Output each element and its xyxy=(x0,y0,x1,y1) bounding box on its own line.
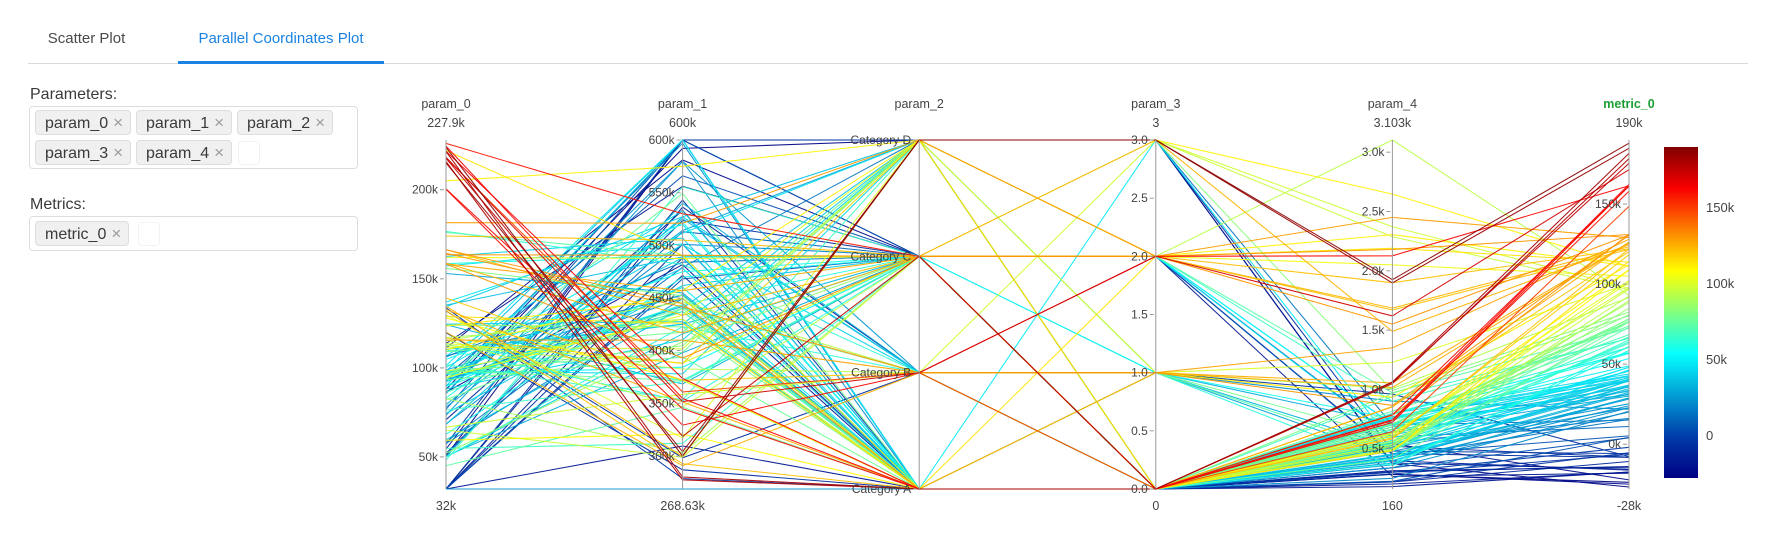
svg-text:3.0k: 3.0k xyxy=(1362,145,1386,159)
svg-text:2.0k: 2.0k xyxy=(1362,264,1386,278)
svg-text:600k: 600k xyxy=(649,133,676,147)
svg-text:param_3: param_3 xyxy=(1131,97,1180,111)
svg-text:100k: 100k xyxy=(1706,276,1735,291)
svg-text:50k: 50k xyxy=(419,450,439,464)
svg-text:227.9k: 227.9k xyxy=(427,116,465,130)
svg-text:50k: 50k xyxy=(1602,357,1622,371)
svg-text:450k: 450k xyxy=(649,291,676,305)
svg-text:1.5: 1.5 xyxy=(1131,308,1148,322)
svg-text:50k: 50k xyxy=(1706,352,1727,367)
svg-text:Category A: Category A xyxy=(852,482,911,496)
svg-text:1.5k: 1.5k xyxy=(1362,323,1386,337)
svg-text:3.0: 3.0 xyxy=(1131,133,1148,147)
svg-text:param_4: param_4 xyxy=(1368,97,1417,111)
svg-text:-28k: -28k xyxy=(1617,499,1642,513)
svg-text:2.5: 2.5 xyxy=(1131,191,1148,205)
svg-text:160: 160 xyxy=(1382,499,1403,513)
svg-text:0.5: 0.5 xyxy=(1131,424,1148,438)
svg-text:param_1: param_1 xyxy=(658,97,707,111)
svg-text:268.63k: 268.63k xyxy=(660,499,705,513)
svg-text:0.5k: 0.5k xyxy=(1362,442,1386,456)
svg-text:400k: 400k xyxy=(649,344,676,358)
svg-text:150k: 150k xyxy=(412,272,439,286)
svg-text:1.0: 1.0 xyxy=(1131,366,1148,380)
svg-text:550k: 550k xyxy=(649,186,676,200)
svg-text:param_0: param_0 xyxy=(421,97,470,111)
svg-text:300k: 300k xyxy=(649,449,676,463)
svg-text:3.103k: 3.103k xyxy=(1374,116,1412,130)
svg-text:metric_0: metric_0 xyxy=(1603,97,1654,111)
svg-text:150k: 150k xyxy=(1706,200,1735,215)
svg-text:32k: 32k xyxy=(436,499,457,513)
svg-text:0.0: 0.0 xyxy=(1131,482,1148,496)
svg-text:3: 3 xyxy=(1152,116,1159,130)
svg-text:100k: 100k xyxy=(412,361,439,375)
svg-text:Category C: Category C xyxy=(850,249,911,263)
svg-text:0: 0 xyxy=(1706,428,1713,443)
svg-text:0: 0 xyxy=(1152,499,1159,513)
svg-text:200k: 200k xyxy=(412,183,439,197)
svg-text:190k: 190k xyxy=(1615,116,1643,130)
svg-text:150k: 150k xyxy=(1595,197,1622,211)
svg-text:Category B: Category B xyxy=(851,366,911,380)
svg-text:500k: 500k xyxy=(649,238,676,252)
svg-text:param_2: param_2 xyxy=(895,97,944,111)
svg-text:0k: 0k xyxy=(1608,437,1622,451)
svg-text:2.5k: 2.5k xyxy=(1362,205,1386,219)
svg-text:600k: 600k xyxy=(669,116,697,130)
svg-text:Category D: Category D xyxy=(850,133,911,147)
svg-text:100k: 100k xyxy=(1595,277,1622,291)
svg-text:350k: 350k xyxy=(649,396,676,410)
svg-text:2.0: 2.0 xyxy=(1131,249,1148,263)
svg-text:1.0k: 1.0k xyxy=(1362,382,1386,396)
